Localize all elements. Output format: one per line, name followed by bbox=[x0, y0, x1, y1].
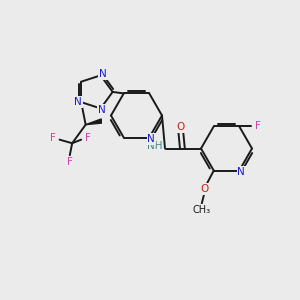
Text: N: N bbox=[74, 97, 82, 107]
Text: F: F bbox=[85, 133, 91, 143]
Text: O: O bbox=[177, 122, 185, 132]
Text: N: N bbox=[238, 167, 245, 177]
Text: N: N bbox=[98, 105, 106, 115]
Text: O: O bbox=[200, 184, 208, 194]
Text: F: F bbox=[255, 122, 261, 131]
Polygon shape bbox=[86, 119, 101, 124]
Text: CH₃: CH₃ bbox=[192, 205, 210, 215]
Text: N: N bbox=[148, 134, 155, 144]
Text: F: F bbox=[67, 157, 73, 167]
Text: N: N bbox=[99, 69, 107, 79]
Text: NH: NH bbox=[147, 141, 163, 152]
Text: F: F bbox=[50, 133, 56, 143]
